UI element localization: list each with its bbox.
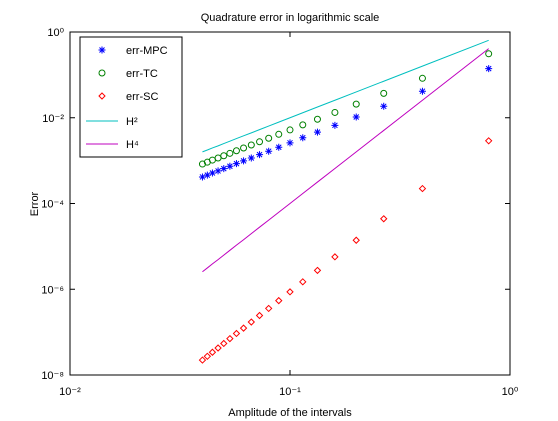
- star-marker: [299, 134, 307, 142]
- x-tick-label: 10⁻²: [59, 386, 81, 398]
- legend-label: err-SC: [126, 91, 158, 103]
- diamond-marker: [203, 352, 212, 361]
- diamond-marker: [198, 356, 207, 364]
- circle-marker: [232, 147, 240, 155]
- diamond-marker: [380, 215, 388, 223]
- series-line: [202, 39, 489, 153]
- diamond-marker: [214, 344, 222, 352]
- circle-marker: [220, 152, 228, 160]
- legend-marker: [98, 92, 106, 100]
- star-marker: [485, 65, 493, 73]
- legend-marker: [98, 69, 106, 77]
- star-marker: [220, 165, 228, 173]
- legend-label: H²: [126, 116, 138, 128]
- y-tick-label: 10⁻⁸: [41, 370, 64, 382]
- circle-marker: [299, 121, 307, 129]
- star-marker: [256, 151, 264, 159]
- diamond-marker: [264, 304, 273, 313]
- circle-marker: [485, 50, 493, 58]
- diamond-marker: [247, 318, 256, 326]
- x-tick-label: 10⁻¹: [279, 386, 301, 398]
- diamond-marker: [226, 334, 234, 343]
- star-marker: [331, 121, 339, 129]
- diamond-marker: [313, 266, 322, 275]
- diamond-marker: [220, 339, 228, 348]
- legend-marker: [98, 46, 106, 54]
- star-marker: [226, 162, 234, 170]
- circle-marker: [313, 115, 321, 123]
- star-marker: [232, 160, 240, 168]
- star-marker: [380, 102, 388, 110]
- circle-marker: [256, 138, 264, 146]
- circle-marker: [226, 149, 234, 157]
- diamond-marker: [275, 296, 283, 305]
- circle-marker: [380, 89, 388, 97]
- circle-marker: [240, 144, 248, 152]
- diamond-marker: [208, 348, 217, 356]
- star-marker: [208, 169, 216, 177]
- series-line: [202, 48, 489, 273]
- star-marker: [198, 173, 206, 181]
- star-marker: [203, 171, 211, 179]
- diamond-marker: [484, 137, 493, 145]
- legend-label: H⁴: [126, 139, 139, 151]
- star-marker: [240, 157, 248, 165]
- x-tick-label: 10⁰: [502, 386, 519, 398]
- star-marker: [265, 147, 273, 155]
- circle-marker: [275, 130, 283, 138]
- y-tick-label: 10⁻²: [42, 113, 64, 125]
- star-marker: [352, 113, 360, 121]
- diamond-marker: [352, 236, 360, 244]
- diamond-marker: [239, 324, 248, 332]
- star-marker: [275, 143, 283, 151]
- x-axis-label: Amplitude of the intervals: [228, 407, 352, 419]
- star-marker: [418, 87, 426, 95]
- circle-marker: [352, 100, 360, 108]
- diamond-marker: [299, 278, 307, 286]
- y-tick-label: 10⁻⁴: [41, 199, 64, 211]
- circle-marker: [265, 134, 273, 142]
- circle-marker: [286, 126, 294, 134]
- y-tick-label: 10⁻⁶: [41, 284, 64, 296]
- star-marker: [313, 128, 321, 136]
- diamond-marker: [331, 253, 339, 261]
- chart-title: Quadrature error in logarithmic scale: [201, 12, 380, 24]
- diamond-marker: [255, 311, 264, 320]
- y-axis-label: Error: [29, 191, 41, 216]
- diamond-marker: [232, 329, 241, 338]
- legend-label: err-TC: [126, 68, 158, 80]
- circle-marker: [247, 141, 255, 149]
- legend-label: err-MPC: [126, 45, 168, 57]
- y-tick-label: 10⁰: [47, 27, 64, 39]
- legend-box: [79, 36, 183, 158]
- circle-marker: [418, 74, 426, 82]
- star-marker: [286, 139, 294, 147]
- circle-marker: [331, 108, 339, 116]
- star-marker: [214, 167, 222, 175]
- diamond-marker: [286, 288, 294, 296]
- circle-marker: [198, 160, 206, 168]
- star-marker: [247, 154, 255, 162]
- diamond-marker: [418, 184, 427, 193]
